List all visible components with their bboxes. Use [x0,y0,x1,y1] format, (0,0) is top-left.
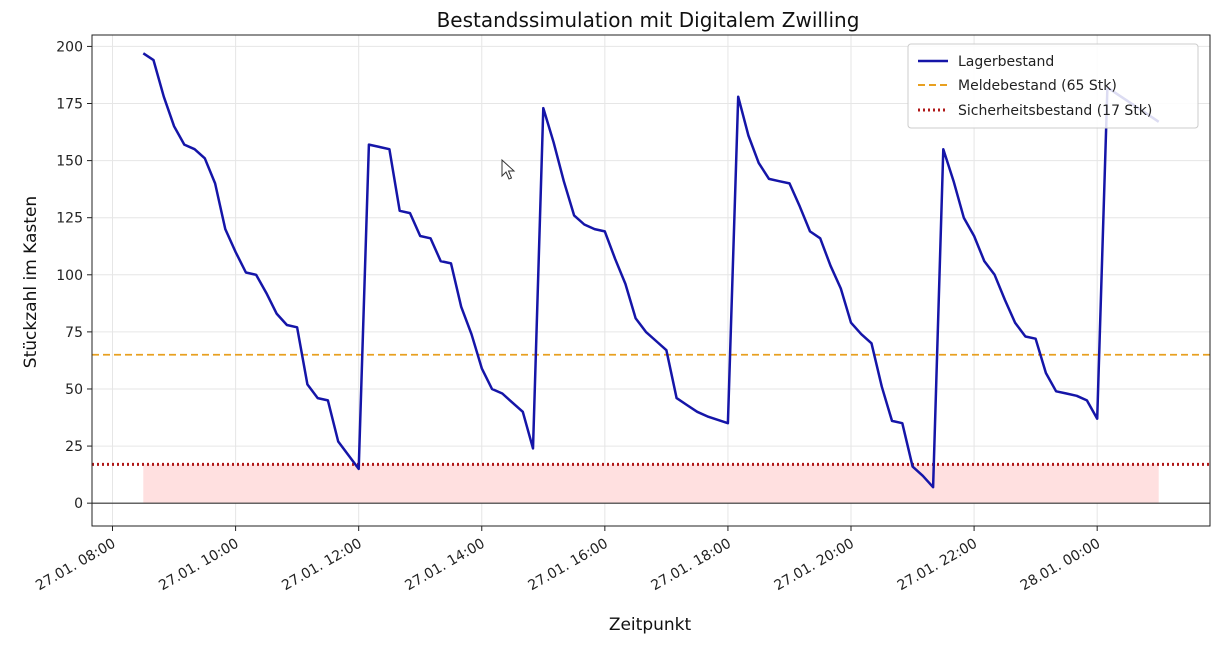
y-tick-label: 75 [65,325,83,341]
y-axis-ticks: 0 25 50 75 100 125 150 175 200 [56,39,92,512]
y-tick-label: 175 [56,97,83,113]
legend-entry-sicherheitsbestand: Sicherheitsbestand (17 Stk) [958,103,1152,119]
series-line-lagerbestand [142,52,1160,489]
y-tick-label: 0 [74,496,83,512]
y-tick-label: 100 [56,268,83,284]
mouse-cursor-icon [501,158,516,180]
legend-box [907,43,1199,129]
y-tick-label: 50 [65,382,83,398]
plot-frame [91,34,1211,527]
x-axis-label: Zeitpunkt [609,615,692,635]
reference-lines-layer [92,353,1210,504]
y-tick-label: 150 [56,154,83,170]
legend: Lagerbestand Meldebestand (65 Stk) Siche… [907,43,1199,129]
series-layer [142,52,1160,489]
y-tick-label: 25 [65,439,83,455]
y-axis-label: Stückzahl im Kasten [21,196,41,368]
chart-title: Bestandssimulation mit Digitalem Zwillin… [437,8,860,32]
y-tick-label: 125 [56,211,83,227]
legend-entry-lagerbestand: Lagerbestand [958,54,1054,70]
safety-stock-shaded-region [143,464,1159,504]
y-tick-label: 200 [56,39,83,55]
legend-entry-meldebestand: Meldebestand (65 Stk) [958,78,1117,94]
shaded-region-layer [143,464,1159,504]
grid-lines [92,35,1210,526]
